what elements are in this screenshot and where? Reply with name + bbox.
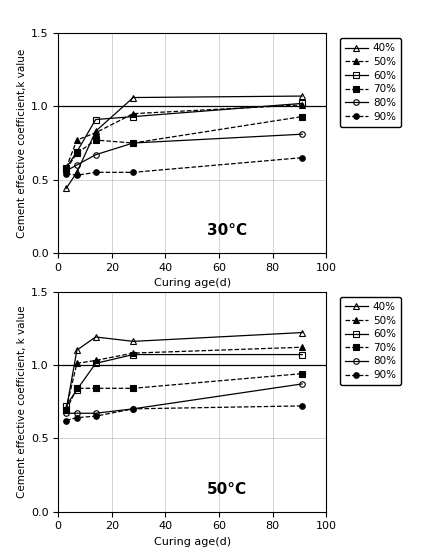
40% [63,185,69,192]
50% [93,357,98,364]
40% [93,334,98,340]
80% [93,410,98,416]
80% [299,381,305,387]
50% [74,360,80,367]
70% [131,385,136,392]
60% [131,351,136,358]
Line: 50%: 50% [63,102,305,170]
60% [74,148,80,155]
70% [131,140,136,146]
90% [299,155,305,161]
50% [131,350,136,356]
40% [131,338,136,345]
50% [63,405,69,412]
80% [74,410,80,416]
70% [74,150,80,157]
90% [63,170,69,177]
Line: 70%: 70% [63,114,305,172]
40% [74,169,80,175]
70% [93,137,98,144]
90% [93,413,98,420]
50% [63,164,69,171]
80% [93,151,98,158]
90% [299,403,305,409]
80% [131,405,136,412]
70% [63,407,69,414]
60% [93,116,98,123]
Text: 50°C: 50°C [207,482,247,497]
X-axis label: Curing age(d): Curing age(d) [154,278,231,288]
X-axis label: Curing age(d): Curing age(d) [154,537,231,547]
80% [299,131,305,138]
60% [63,164,69,171]
90% [63,417,69,424]
50% [74,137,80,144]
Line: 80%: 80% [63,381,305,416]
60% [63,403,69,409]
Line: 60%: 60% [63,101,305,170]
70% [93,385,98,392]
50% [131,111,136,117]
70% [74,385,80,392]
70% [63,166,69,173]
80% [63,168,69,174]
Y-axis label: Cement effective coefficient, k value: Cement effective coefficient, k value [17,305,26,498]
90% [131,405,136,412]
40% [74,347,80,354]
60% [299,351,305,358]
Line: 40%: 40% [63,94,305,191]
60% [93,360,98,367]
80% [131,140,136,146]
Legend: 40%, 50%, 60%, 70%, 80%, 90%: 40%, 50%, 60%, 70%, 80%, 90% [340,296,401,386]
40% [299,329,305,336]
Line: 50%: 50% [63,344,305,411]
80% [63,410,69,416]
70% [299,113,305,120]
Y-axis label: Cement effective coefficient,k value: Cement effective coefficient,k value [17,48,26,238]
40% [299,93,305,100]
60% [74,387,80,393]
60% [299,100,305,107]
Line: 90%: 90% [63,403,305,424]
50% [299,102,305,108]
50% [93,129,98,136]
Legend: 40%, 50%, 60%, 70%, 80%, 90%: 40%, 50%, 60%, 70%, 80%, 90% [340,38,401,127]
90% [93,169,98,175]
90% [131,169,136,175]
40% [63,407,69,414]
Text: 30°C: 30°C [207,223,247,238]
Line: 70%: 70% [63,371,305,413]
Line: 60%: 60% [63,352,305,409]
60% [131,113,136,120]
40% [131,94,136,101]
90% [74,172,80,179]
70% [299,370,305,377]
80% [74,162,80,168]
Line: 80%: 80% [63,131,305,174]
50% [299,344,305,350]
Line: 40%: 40% [63,330,305,413]
40% [93,128,98,135]
Line: 90%: 90% [63,155,305,178]
90% [74,414,80,421]
